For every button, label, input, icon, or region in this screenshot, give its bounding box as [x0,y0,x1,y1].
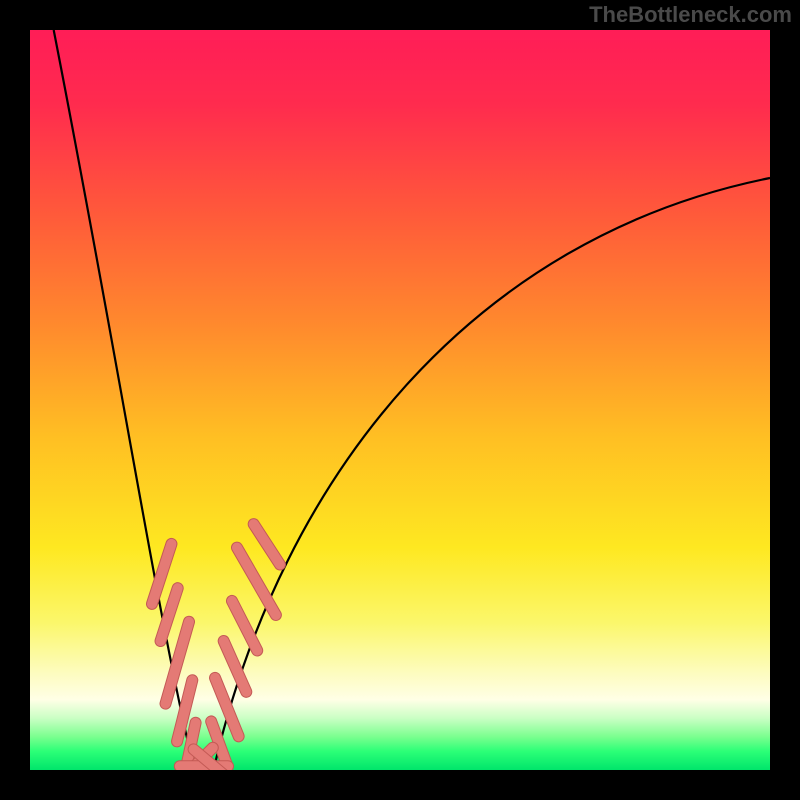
chart-svg [0,0,800,800]
bottleneck-chart: TheBottleneck.com [0,0,800,800]
watermark-text: TheBottleneck.com [589,2,792,28]
gradient-background [30,30,770,770]
